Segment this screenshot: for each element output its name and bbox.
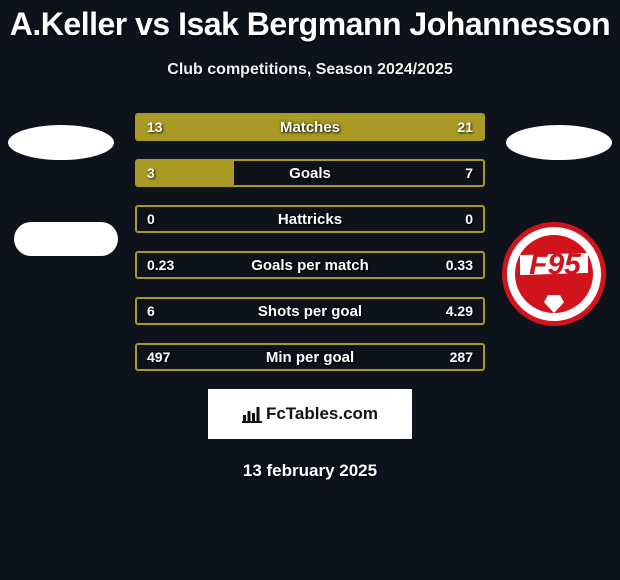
club-badge-left	[14, 222, 118, 326]
player-right-avatar	[506, 125, 612, 160]
subtitle: Club competitions, Season 2024/2025	[0, 61, 620, 79]
brand-badge: FcTables.com	[208, 389, 412, 439]
club-badge-right-text: F95	[529, 248, 581, 282]
stat-row: 497287Min per goal	[135, 343, 485, 371]
chart-icon	[242, 405, 262, 423]
stat-row: 0.230.33Goals per match	[135, 251, 485, 279]
stat-bars: 1321Matches 37Goals 00Hattricks 0.230.33Goa…	[135, 113, 485, 371]
player-left-avatar	[8, 125, 114, 160]
stat-label: Min per goal	[137, 345, 483, 369]
stat-row: 00Hattricks	[135, 205, 485, 233]
stat-label: Shots per goal	[137, 299, 483, 323]
stat-label: Matches	[137, 115, 483, 139]
date-text: 13 february 2025	[0, 461, 620, 481]
stat-row: 37Goals	[135, 159, 485, 187]
brand-text: FcTables.com	[266, 404, 378, 424]
stat-label: Goals	[137, 161, 483, 185]
stat-label: Goals per match	[137, 253, 483, 277]
club-badge-right: F95	[502, 222, 606, 326]
stat-row: 1321Matches	[135, 113, 485, 141]
page-title: A.Keller vs Isak Bergmann Johannesson	[0, 0, 620, 43]
stat-label: Hattricks	[137, 207, 483, 231]
club-badge-left-placeholder	[14, 222, 118, 256]
stat-row: 64.29Shots per goal	[135, 297, 485, 325]
